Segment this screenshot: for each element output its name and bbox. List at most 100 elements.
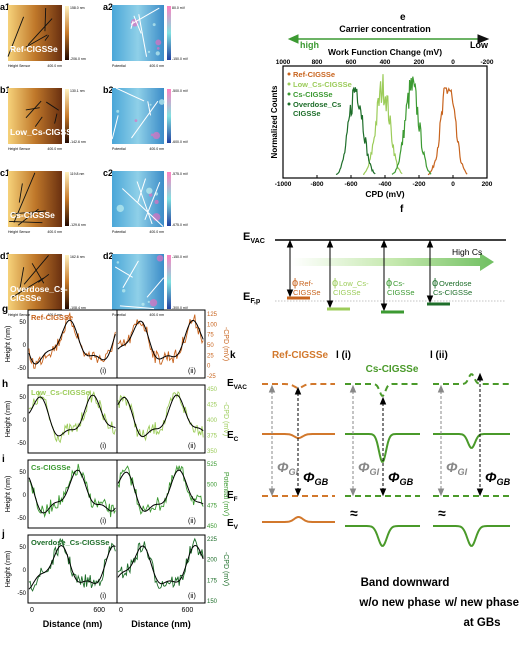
arrowhead (379, 396, 387, 405)
phi-subscript: CIGSSe (387, 288, 415, 297)
ef-label: EF,p (243, 291, 261, 305)
y2-tick-label: 150 (207, 599, 218, 605)
height-profile (117, 394, 204, 438)
y2-tick-label: -25 (207, 374, 216, 380)
potential-blob (148, 193, 153, 197)
subscript: GI (370, 467, 380, 477)
high-cs-arrow (292, 253, 494, 271)
potential-profile (117, 537, 204, 589)
symbol: Φ (358, 459, 370, 475)
grain-boundary (27, 18, 53, 45)
panel-label: d1 (0, 251, 11, 261)
grain-boundary (121, 188, 164, 228)
axis-break: ≈ (438, 505, 446, 521)
symbol: E (227, 490, 234, 501)
colorbar (167, 89, 171, 143)
channel-label: Potential (112, 147, 126, 151)
grain-boundary (13, 172, 36, 223)
arrow-end-label: high (300, 40, 319, 50)
grain-boundary (44, 8, 47, 32)
sample-label: Low_Cs-CIGSSe (31, 388, 90, 397)
y2-tick-label: 225 (207, 537, 218, 543)
symbol: E (227, 518, 234, 529)
height-profile (28, 319, 116, 365)
top-tick-label: 600 (346, 59, 357, 66)
caption: w/ new phase (444, 597, 519, 609)
colorbar-label: -150.0 mV (172, 57, 189, 61)
phi-symbol: ϕ (332, 277, 338, 289)
band-edge (345, 383, 420, 397)
part-label: (ii) (188, 518, 196, 525)
histogram-0 (427, 87, 468, 176)
height-profile (28, 394, 116, 437)
grain-boundary (122, 260, 139, 288)
panel-label: b2 (103, 85, 114, 95)
potential-blob (141, 302, 145, 306)
potential-profile (28, 311, 116, 369)
colorbar-label: -150.0 mV (172, 255, 189, 259)
x-tick-label: 600 (93, 607, 105, 614)
subscript: F (234, 496, 238, 503)
sample-label: Overdose_Cs- (10, 284, 68, 294)
panel-label: a2 (103, 2, 113, 12)
x-tick-label: 600 (182, 607, 194, 614)
afm-height-image (8, 88, 62, 144)
sample-label: Overdose_Cs-CIGSSe (31, 538, 109, 547)
potential-blob (116, 204, 124, 213)
height-profile (117, 320, 204, 360)
axis-title: -CPD (mV) (222, 402, 229, 436)
grain-boundary (11, 277, 44, 298)
potential-blob (155, 39, 162, 46)
arrow-end-label: Low (470, 40, 489, 50)
colorbar (167, 6, 171, 60)
potential-blob (149, 299, 158, 307)
legend-entry: Cs-CIGSSe (293, 90, 333, 99)
channel-label: Potential (112, 230, 126, 234)
potential-blob (152, 23, 156, 27)
grain-boundary (146, 277, 165, 298)
sample-label: Ref-CIGSSe (10, 44, 58, 54)
y-tick-label: 0 (23, 418, 27, 424)
part-label: (i) (100, 368, 106, 375)
y-tick-label: 50 (19, 470, 26, 476)
top-tick-label: -200 (480, 59, 493, 66)
legend-marker (287, 92, 291, 96)
grain-boundary (111, 115, 119, 140)
arrow-label: Carrier concentration (339, 24, 431, 34)
level-label: EF (227, 490, 238, 503)
scale-label: 400.0 nm (149, 64, 164, 68)
grain-boundary (25, 34, 48, 48)
phi-symbol: ϕ (432, 277, 438, 289)
y2-tick-label: 100 (207, 322, 218, 328)
subscript: GB (497, 477, 511, 487)
panel-label: i (2, 454, 5, 465)
arrowhead (286, 289, 294, 298)
potential-profile (117, 390, 204, 442)
part-label: (i) (100, 518, 106, 525)
symbol: Φ (277, 459, 289, 475)
histogram-1 (363, 74, 403, 175)
panel-label: l (ii) (430, 350, 448, 361)
y-tick-label: -50 (17, 516, 26, 522)
grain-boundary (7, 16, 25, 57)
legend-entry: CIGSSe (293, 109, 321, 118)
sample-label: Cs-CIGSSe (366, 364, 419, 375)
axis-title: Distance (nm) (43, 619, 103, 629)
arrow-label: High Cs (452, 247, 482, 257)
colorbar-label: 162.6 nm (70, 255, 85, 259)
potential-blob (147, 300, 150, 304)
grain-boundary (18, 267, 25, 295)
afm-height-image (8, 171, 62, 227)
axis-title: Potential (mV) (222, 472, 229, 516)
band-edge (433, 433, 510, 449)
arrowhead (426, 295, 434, 304)
colorbar-label: -600.0 mV (172, 140, 189, 144)
arrowhead (326, 239, 334, 248)
potential-blob (116, 261, 120, 264)
afm-potential-image (112, 5, 164, 61)
subscript: GB (315, 477, 329, 487)
grain-boundary (10, 210, 46, 215)
height-profile (117, 469, 204, 512)
scale-label: 400.0 nm (47, 313, 62, 317)
